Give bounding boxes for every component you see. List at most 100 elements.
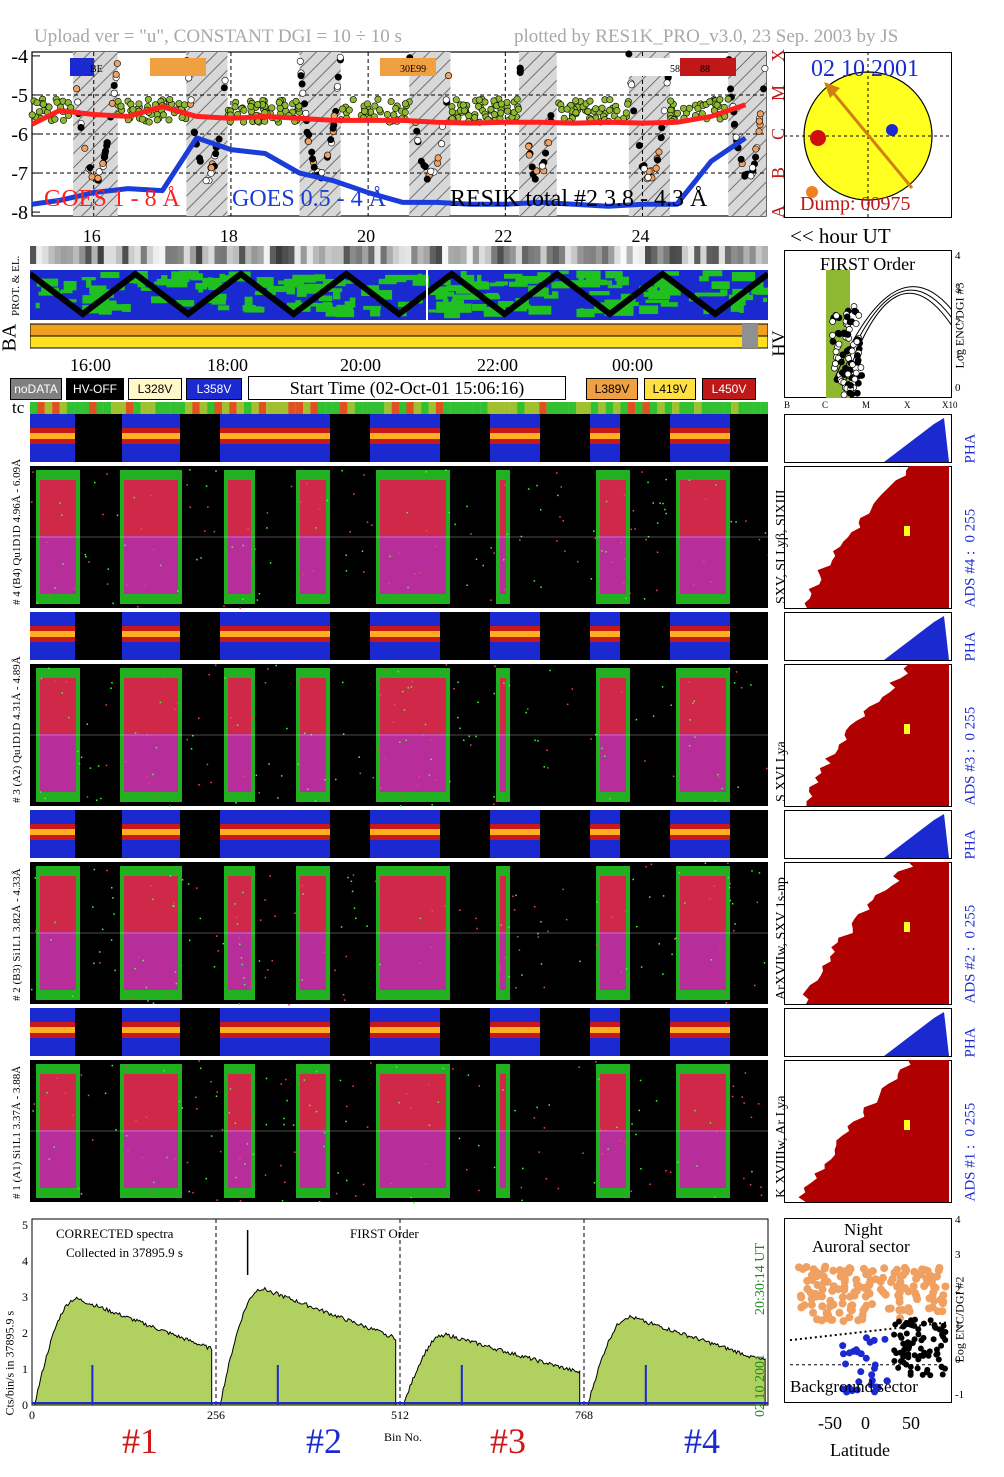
lat-auroral-point	[900, 1263, 909, 1272]
spectrogram-dot	[515, 894, 517, 897]
lat-night-point	[895, 1364, 902, 1371]
goes-class-label: X	[768, 49, 788, 62]
spectrogram-magenta	[500, 1130, 506, 1188]
ba-green-streak	[491, 295, 500, 300]
ba-band-cell	[761, 246, 768, 264]
spectrogram-dot	[178, 495, 181, 498]
pha-strip-dark	[730, 612, 768, 660]
ads-hist	[802, 862, 949, 1004]
spectrogram-dot	[221, 1128, 224, 1131]
lat-auroral-point	[807, 1294, 816, 1303]
lat-background-point	[883, 1377, 891, 1385]
ba-band-cell	[183, 246, 191, 264]
resik-point	[51, 115, 59, 123]
tc-cell	[118, 402, 127, 414]
spectrogram-dot	[601, 550, 603, 552]
resik-point	[100, 153, 108, 161]
spectrogram-dot	[571, 688, 574, 690]
ba-band-cell	[189, 246, 198, 264]
resik-point	[673, 109, 681, 117]
spectrogram-dot	[254, 548, 257, 551]
spectrogram-dot	[89, 767, 92, 769]
resik-point	[737, 155, 745, 163]
hv-legend-item: HV-OFF	[66, 378, 124, 400]
lat-auroral-point	[921, 1266, 930, 1275]
ba-band-cell	[731, 246, 739, 264]
ba-green-streak	[325, 306, 338, 317]
ba-green-streak	[443, 279, 451, 286]
ba-band-cell	[608, 246, 616, 264]
resik-point	[635, 142, 643, 150]
tc-label: tc	[12, 398, 25, 417]
first-point	[829, 318, 836, 325]
ba-green-streak	[296, 286, 307, 297]
spectrogram-dot	[413, 1201, 415, 1204]
resik-point	[452, 96, 460, 104]
ba-zigzag	[30, 270, 768, 318]
top-tag-label: 58	[670, 64, 680, 75]
spectrogram-dot	[50, 939, 52, 941]
spectrogram-dot	[710, 581, 712, 583]
spectrogram-magenta	[124, 536, 178, 594]
ba-band-cell	[239, 246, 247, 264]
tc-cell	[708, 402, 717, 414]
spectrogram-dot	[363, 474, 365, 476]
resik-point	[490, 110, 498, 118]
spectrogram-dot	[341, 469, 343, 472]
spectrogram-dot	[113, 913, 115, 915]
tc-cell	[546, 402, 555, 414]
tc-cell	[753, 402, 761, 414]
tc-cell	[37, 402, 45, 414]
spectrogram-dot	[400, 796, 402, 798]
ba-band-cell	[669, 246, 677, 264]
spectrogram-dot	[446, 476, 449, 479]
ba-green-streak	[662, 284, 679, 290]
spectrogram-dot	[688, 479, 691, 482]
spectrogram-dot	[537, 740, 539, 742]
ba-green-streak	[654, 277, 672, 288]
ba-green-streak	[446, 286, 463, 292]
spectrogram-dot	[442, 1067, 444, 1070]
ba-green-streak	[699, 275, 709, 282]
ba-band-cell	[196, 246, 204, 264]
resik-point	[624, 100, 632, 108]
tc-cell	[627, 402, 636, 414]
spectrogram-dot	[200, 557, 202, 559]
spectrogram-dot	[389, 555, 391, 558]
spectrogram-dot	[725, 1002, 728, 1004]
spectrogram-dot	[247, 528, 249, 530]
spectrogram-dot	[59, 502, 61, 504]
spectrogram-dot	[733, 682, 736, 684]
spectrogram-dot	[266, 527, 268, 529]
spectrogram-dot	[54, 587, 56, 589]
tc-cell	[162, 402, 171, 414]
lat-night-point	[911, 1322, 918, 1329]
spectra-side-time: 20:30:14 UT	[753, 1243, 768, 1315]
ba-green-streak	[436, 307, 455, 313]
spectrogram-dot	[560, 486, 563, 488]
ba-band-cell	[589, 246, 597, 264]
pha-strip-dark	[330, 810, 370, 858]
resik-point	[545, 139, 553, 147]
spectrogram-dot	[397, 670, 400, 673]
spectrogram-dot	[371, 524, 373, 527]
ba-band-cell	[700, 246, 708, 264]
spectrogram-dot	[345, 1120, 347, 1123]
ba-green-streak	[385, 274, 407, 283]
pha-strip-dark	[540, 1008, 590, 1056]
resik-point	[138, 115, 146, 123]
spectrogram-dot	[493, 803, 495, 806]
spectrogram-dot	[163, 676, 166, 679]
ba-band-cell	[435, 246, 444, 264]
spectrogram-dot	[76, 1114, 79, 1117]
spectrogram-dot	[582, 1152, 584, 1154]
pha-hist	[884, 1012, 949, 1056]
ba-green-streak	[444, 307, 460, 319]
spectrogram-dot	[358, 756, 360, 758]
spectra-note1: CORRECTED spectra	[56, 1226, 174, 1241]
ba-green-streak	[81, 276, 96, 281]
spectrogram-dot	[239, 943, 241, 946]
spectrogram-dot	[659, 502, 661, 504]
spectrogram-dot	[611, 916, 613, 918]
spectrogram-dot	[482, 564, 484, 567]
